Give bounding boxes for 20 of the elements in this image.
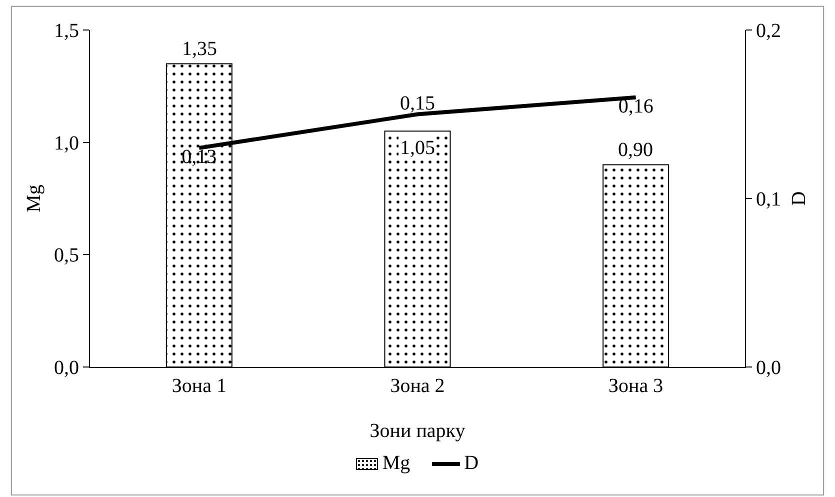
data-label: 1,35 (182, 38, 217, 60)
y-tick-label: 1,5 (54, 20, 79, 42)
data-label: 1,05 (400, 137, 435, 159)
x-tick-label: Зона 2 (390, 375, 445, 397)
x-tick-label: Зона 1 (172, 375, 226, 397)
y-axis-title: Mg (23, 184, 45, 212)
y2-tick-label: 0,1 (756, 188, 781, 210)
legend-label: Mg (382, 452, 410, 475)
y-tick-label: 0,5 (54, 244, 79, 267)
y-tick-label: 1,0 (54, 132, 79, 154)
x-tick-label: Зона 3 (608, 375, 664, 397)
y2-tick-label: 0,2 (756, 20, 781, 42)
y2-tick-label: 0,0 (756, 357, 781, 379)
legend-label: D (464, 452, 479, 475)
data-label: 0,90 (618, 139, 653, 161)
data-label: 0,15 (400, 92, 435, 114)
y2-axis-title: D (788, 191, 810, 206)
x-axis-title: Зони парку (370, 420, 466, 442)
y-tick-label: 0,0 (54, 357, 79, 379)
data-label: 0,16 (618, 95, 654, 118)
